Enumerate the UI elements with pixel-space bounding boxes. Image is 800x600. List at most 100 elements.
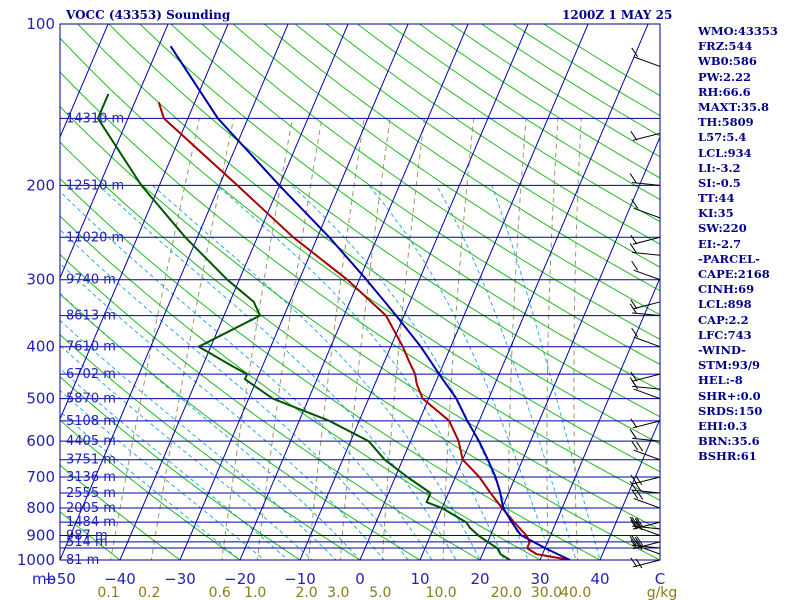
- wind-barb: [630, 299, 661, 310]
- wind-barb: [630, 371, 661, 382]
- height-label: 987 m: [66, 528, 108, 543]
- mixing-ratio-tick-label: 0.6: [209, 585, 231, 600]
- wind-barb: [630, 234, 661, 245]
- dry-adiabat: [139, 24, 660, 391]
- index-item: BSHR:61: [698, 449, 757, 464]
- moist-adiabat: [368, 185, 553, 560]
- index-item: CAPE:2168: [698, 267, 770, 281]
- mixing-ratio-tick-label: 40.0: [560, 585, 591, 600]
- height-label: 11020 m: [66, 230, 124, 245]
- wind-barb: [630, 474, 661, 486]
- mixing-ratio-tick-label: 10.0: [426, 585, 457, 600]
- mixing-ratio-tick-label: 0.1: [97, 585, 119, 600]
- pressure-tick-label: 300: [26, 271, 55, 289]
- wind-barb: [631, 535, 661, 555]
- moist-adiabat: [152, 185, 481, 560]
- pressure-tick-label: 700: [26, 468, 55, 486]
- pressure-tick-label: 500: [26, 390, 55, 408]
- plot-frame: [59, 23, 661, 561]
- index-item: LCL:934: [698, 145, 752, 160]
- index-item: FRZ:544: [698, 39, 753, 54]
- index-item: SHR+:0.0: [698, 388, 761, 403]
- dry-adiabat: [60, 511, 121, 560]
- wind-barb: [630, 131, 661, 141]
- index-item: TT:44: [698, 191, 735, 206]
- index-item: STM:93/9: [698, 358, 761, 373]
- index-item: SRDS:150: [698, 403, 763, 418]
- index-item: EI:-2.7: [698, 236, 742, 251]
- isotherm: [179, 24, 409, 560]
- dry-adiabat: [60, 71, 660, 501]
- temperature-tick-label: 40: [590, 570, 609, 588]
- dry-adiabat: [60, 253, 481, 560]
- index-item: WMO:43353: [698, 24, 778, 38]
- dry-adiabat: [108, 24, 660, 418]
- height-label: 81 m: [66, 553, 99, 568]
- mixing-ratio-tick-label: 0.2: [138, 585, 160, 600]
- dry-adiabats: [60, 24, 660, 560]
- height-label: 8613 m: [66, 309, 116, 324]
- isotherm: [539, 276, 660, 560]
- moist-adiabat: [60, 319, 337, 560]
- temperature-tick-label: C: [655, 570, 665, 588]
- index-item: KI:35: [698, 206, 734, 221]
- sounding-profiles: [96, 45, 571, 560]
- index-item: EHI:0.3: [698, 418, 748, 433]
- temperature-tick-label: −40: [104, 570, 136, 588]
- dry-adiabat: [232, 24, 660, 316]
- background-lines: [60, 24, 660, 560]
- wind-barb: [631, 199, 661, 219]
- mixing-ratio-line: [546, 118, 559, 560]
- height-label: 12510 m: [66, 178, 124, 193]
- parcel-path-line: [169, 45, 571, 560]
- dry-adiabat: [60, 141, 660, 560]
- height-label: 7610 m: [66, 340, 116, 355]
- height-label: 1484 m: [66, 515, 116, 530]
- dry-adiabat: [60, 293, 421, 560]
- mixing-ratio-line: [256, 118, 323, 560]
- index-item: LCL:898: [698, 297, 752, 312]
- mixing-ratio-tick-label: 30.0: [531, 585, 562, 600]
- wind-barb: [631, 489, 661, 509]
- dry-adiabat: [60, 37, 660, 473]
- wind-barb: [630, 557, 661, 569]
- height-label: 5108 m: [66, 414, 116, 429]
- index-item: HEL:-8: [698, 373, 743, 388]
- moist-adiabat: [98, 185, 457, 560]
- height-label: 6702 m: [66, 367, 116, 382]
- height-label: 3751 m: [66, 453, 116, 468]
- wind-barb: [629, 243, 661, 256]
- index-item: LI:-3.2: [698, 160, 741, 175]
- index-item: WB0:586: [698, 54, 757, 69]
- isotherm: [419, 24, 649, 560]
- moist-adiabat: [216, 185, 505, 560]
- index-item: L57:5.4: [698, 130, 747, 145]
- pressure-tick-label: 400: [26, 338, 55, 356]
- wind-barb: [629, 173, 661, 186]
- pressure-unit-label: mb: [32, 570, 56, 588]
- wind-barb: [629, 429, 661, 442]
- mixing-ratio-tick-label: 3.0: [327, 585, 349, 600]
- index-item: RH:66.6: [698, 84, 751, 99]
- index-item: -WIND-: [698, 342, 746, 357]
- wind-barb: [631, 440, 661, 461]
- index-item: MAXT:35.8: [698, 99, 769, 114]
- temperature-tick-label: 30: [530, 570, 549, 588]
- mixing-ratio-tick-label: 20.0: [491, 585, 522, 600]
- dry-adiabat: [170, 24, 660, 366]
- index-item: -PARCEL-: [698, 251, 760, 266]
- temperature-tick-label: −20: [224, 570, 256, 588]
- pressure-tick-label: 200: [26, 176, 55, 194]
- dry-adiabat: [60, 464, 181, 560]
- dry-adiabat: [60, 105, 660, 531]
- dry-adiabat: [60, 215, 542, 560]
- dry-adiabat: [60, 419, 241, 560]
- pressure-tick-label: 900: [26, 526, 55, 544]
- height-label: 2555 m: [66, 486, 116, 501]
- isotherms: [60, 24, 660, 560]
- height-label: 2005 m: [66, 501, 116, 516]
- dry-adiabat: [263, 24, 660, 292]
- moist-adiabat: [60, 389, 265, 560]
